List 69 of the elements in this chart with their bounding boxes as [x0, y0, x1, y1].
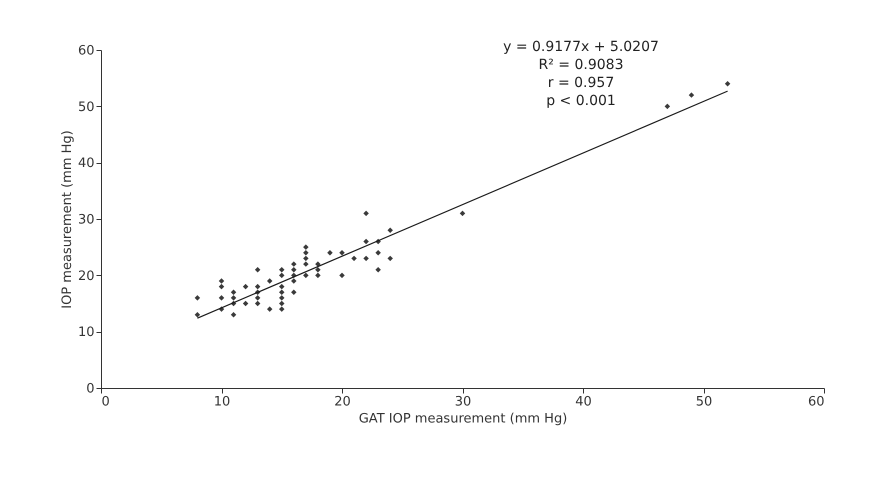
point: [303, 244, 309, 250]
y-tick-label: 40: [78, 156, 94, 172]
point: [375, 250, 381, 256]
point: [254, 284, 260, 290]
point: [254, 300, 260, 306]
point: [363, 256, 369, 262]
point: [363, 210, 369, 216]
y-tick-label: 20: [78, 268, 94, 284]
annotation: r = 0.957: [548, 75, 614, 91]
point: [375, 266, 381, 272]
annotation: y = 0.9177x + 5.0207: [503, 39, 659, 55]
point: [291, 289, 297, 295]
x-axis-title: GAT IOP measurement (mm Hg): [358, 412, 568, 426]
y-tick-label: 30: [78, 212, 94, 228]
point: [327, 250, 333, 256]
point: [315, 272, 321, 278]
point: [315, 266, 321, 272]
point: [279, 272, 284, 278]
point: [279, 289, 284, 295]
point: [291, 261, 297, 267]
x-tick-label: 20: [334, 394, 351, 410]
point: [303, 261, 309, 267]
point: [688, 92, 694, 98]
point: [194, 295, 200, 301]
point: [664, 104, 670, 110]
point: [351, 256, 357, 262]
point: [254, 266, 260, 272]
point: [230, 289, 236, 295]
point: [279, 295, 284, 301]
point: [230, 312, 236, 318]
point: [254, 295, 260, 301]
point: [194, 312, 200, 318]
point: [387, 256, 393, 262]
x-tick-label: 60: [808, 394, 824, 410]
y-tick-label: 60: [78, 44, 94, 58]
annotation: R² = 0.9083: [538, 57, 624, 73]
y-tick-label: 0: [86, 382, 94, 396]
point: [242, 300, 248, 306]
point: [387, 228, 393, 234]
point: [460, 210, 466, 216]
x-tick-label: 0: [102, 394, 110, 410]
point: [291, 266, 297, 272]
point: [724, 81, 730, 87]
point: [230, 295, 236, 301]
point: [279, 266, 284, 272]
point: [218, 278, 224, 284]
x-tick-label: 40: [575, 394, 592, 410]
point: [315, 261, 321, 267]
point: [218, 284, 224, 290]
y-axis-title: IOP measurement (mm Hg): [60, 130, 75, 309]
point: [279, 306, 284, 312]
annotation: p < 0.001: [546, 93, 616, 109]
point: [218, 295, 224, 301]
x-tick-label: 50: [696, 394, 712, 410]
point: [279, 284, 284, 290]
x-tick-label: 30: [454, 394, 472, 410]
point: [303, 272, 309, 278]
point: [291, 278, 297, 284]
point: [242, 284, 248, 290]
y-tick-label: 10: [78, 325, 94, 340]
point: [303, 250, 309, 256]
point: [339, 272, 345, 278]
point: [339, 250, 345, 256]
y-tick-label: 50: [78, 100, 94, 115]
point: [303, 256, 309, 262]
point: [266, 278, 272, 284]
point: [363, 238, 369, 244]
point: [266, 306, 272, 312]
x-tick-label: 10: [214, 394, 230, 410]
